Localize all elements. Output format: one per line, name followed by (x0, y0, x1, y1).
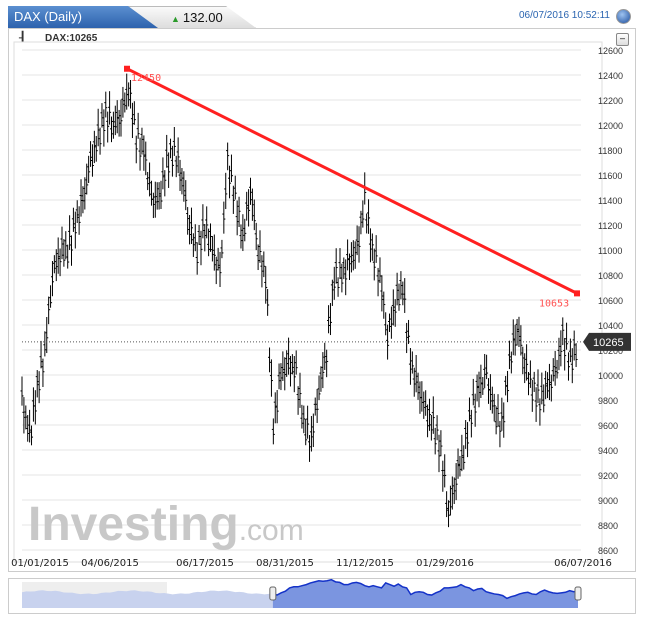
x-tick-label: 08/31/2015 (256, 558, 314, 569)
globe-icon[interactable] (616, 9, 631, 24)
trendline-end-label: 10653 (539, 298, 569, 309)
y-tick-label: 10000 (598, 371, 623, 381)
trendline-end-handle (574, 290, 580, 297)
y-tick-label: 11800 (598, 146, 622, 156)
ohlc-bar-icon[interactable]: ┨ (19, 31, 27, 45)
minimize-icon[interactable]: – (616, 33, 629, 46)
trendline (126, 67, 578, 295)
y-tick-label: 12000 (598, 121, 623, 131)
y-tick-label: 10800 (598, 271, 623, 281)
navigator[interactable] (8, 578, 636, 614)
x-tick-label: 11/12/2015 (336, 558, 394, 569)
y-tick-label: 12600 (598, 46, 623, 56)
instrument-tab[interactable]: DAX (Daily) (8, 6, 158, 28)
y-tick-label: 9400 (598, 446, 618, 456)
y-tick-label: 11600 (598, 171, 622, 181)
x-tick-label: 01/29/2016 (416, 558, 474, 569)
header-bar: ▲ 132.00 (1.30%) DAX (Daily) 06/07/2016 1… (8, 6, 636, 28)
x-tick-label: 01/01/2015 (11, 558, 69, 569)
y-tick-label: 10200 (598, 346, 623, 356)
x-tick-label: 06/07/2016 (554, 558, 612, 569)
y-tick-label: 11000 (598, 246, 622, 256)
timestamp: 06/07/2016 10:52:11 (518, 10, 610, 21)
y-tick-label: 8600 (598, 546, 618, 556)
y-tick-label: 12200 (598, 96, 623, 106)
x-tick-label: 06/17/2015 (176, 558, 234, 569)
price-change: 132.00 (1.30%) (171, 10, 223, 48)
y-tick-label: 9600 (598, 421, 618, 431)
y-tick-label: 11200 (598, 221, 622, 231)
up-arrow-icon: ▲ (171, 14, 180, 24)
trendline-start-label: 12450 (131, 73, 161, 84)
y-tick-label: 8800 (598, 521, 618, 531)
y-tick-label: 9000 (598, 496, 618, 506)
trendline-start-handle (124, 65, 130, 72)
chart-panel: ┨ DAX:10265 – (8, 28, 636, 572)
last-price-label: 10265 (593, 337, 624, 349)
watermark-logo: Investing.com (28, 498, 304, 551)
y-tick-label: 9200 (598, 471, 618, 481)
y-tick-label: 10400 (598, 321, 623, 331)
change-tab: ▲ 132.00 (1.30%) (126, 6, 256, 28)
y-tick-label: 11400 (598, 196, 622, 206)
y-tick-label: 10600 (598, 296, 623, 306)
y-tick-label: 9800 (598, 396, 618, 406)
x-tick-label: 04/06/2015 (81, 558, 139, 569)
y-tick-label: 12400 (598, 71, 623, 81)
symbol-label: DAX:10265 (45, 33, 98, 44)
last-price-badge (583, 332, 631, 351)
